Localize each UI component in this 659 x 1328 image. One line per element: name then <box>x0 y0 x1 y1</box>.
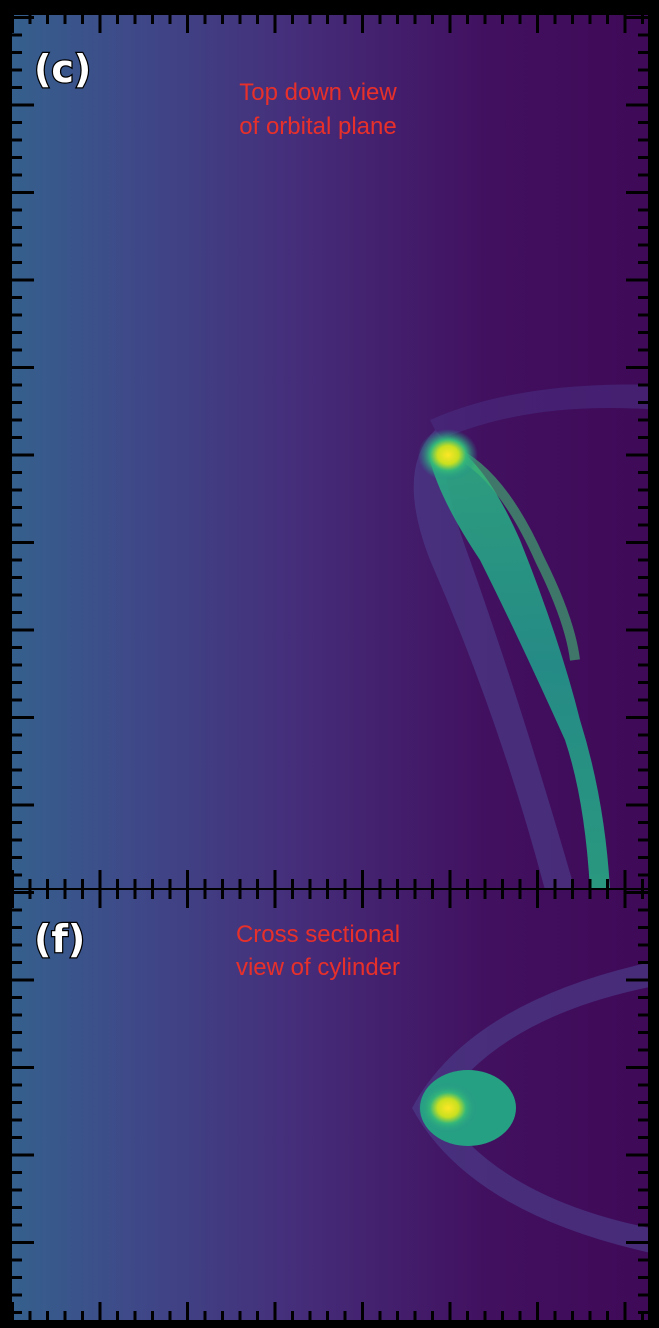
bow-shock <box>412 962 648 1253</box>
panel-f <box>12 890 648 1320</box>
panel-label: (c) <box>34 47 91 91</box>
density-field <box>12 890 648 1320</box>
star <box>418 429 478 481</box>
tail <box>430 440 610 888</box>
panel-label: (f) <box>34 917 85 961</box>
caption: Cross sectional <box>236 921 400 948</box>
caption: of orbital plane <box>239 113 396 140</box>
density-field <box>12 15 648 888</box>
ticks <box>11 15 648 1320</box>
panel-c <box>12 15 648 888</box>
caption: view of cylinder <box>236 954 400 981</box>
bow-shock-arc <box>430 384 648 440</box>
tail-core <box>448 445 580 661</box>
caption: Top down view <box>239 79 397 106</box>
bow-shock-envelope <box>413 430 575 888</box>
star <box>418 1082 478 1134</box>
